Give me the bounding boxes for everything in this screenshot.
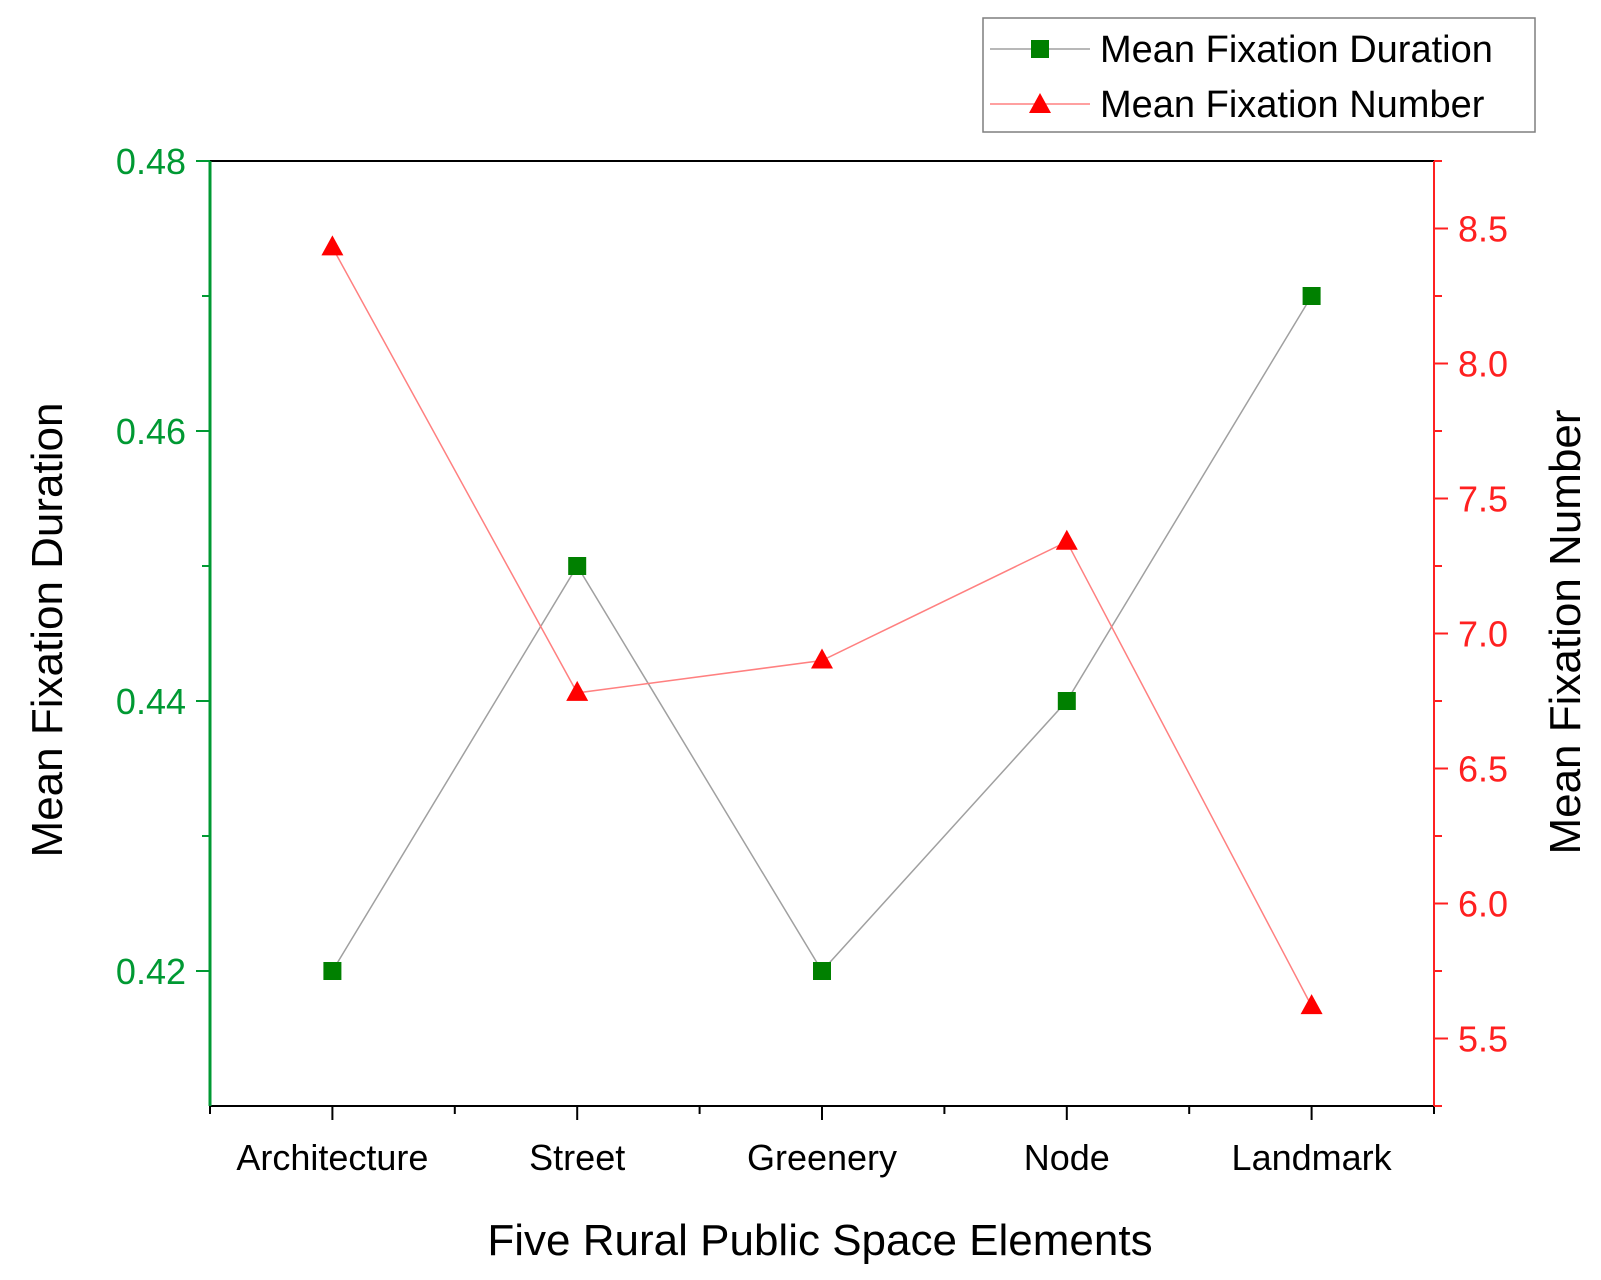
- x-tick-label: Landmark: [1232, 1137, 1393, 1178]
- y-right-tick-label: 6.0: [1458, 884, 1508, 925]
- y-right-tick-label: 8.5: [1458, 209, 1508, 250]
- legend-box: [982, 17, 1536, 133]
- legend: Mean Fixation Duration Mean Fixation Num…: [982, 17, 1536, 133]
- x-tick-label: Architecture: [236, 1137, 428, 1178]
- legend-number-marker: [1029, 93, 1051, 113]
- y-right-tick-label: 5.5: [1458, 1019, 1508, 1060]
- y-left-axis-title: Mean Fixation Duration: [23, 403, 72, 858]
- legend-number-label: Mean Fixation Number: [1100, 84, 1485, 126]
- y-right-tick-label: 6.5: [1458, 749, 1508, 790]
- duration-point: [1302, 287, 1321, 305]
- duration-point: [323, 962, 342, 980]
- number-point: [1055, 529, 1078, 550]
- series-layer: [321, 235, 1323, 1015]
- y-right-tick-label: 7.5: [1458, 479, 1508, 520]
- number-point: [1300, 994, 1323, 1015]
- legend-duration-label: Mean Fixation Duration: [1100, 29, 1493, 71]
- y-left-tick-label: 0.46: [116, 411, 186, 452]
- y-left-tick-label: 0.44: [116, 681, 186, 722]
- number-point: [566, 680, 589, 701]
- x-axis-title: Five Rural Public Space Elements: [487, 1216, 1152, 1265]
- y-right-tick-label: 7.0: [1458, 614, 1508, 655]
- axes: Architecture Street Greenery Node Landmark 0.…: [116, 141, 1508, 1178]
- y-left-tick-label: 0.48: [116, 141, 186, 182]
- x-tick-label: Greenery: [747, 1137, 897, 1178]
- x-tick-label: Street: [529, 1137, 625, 1178]
- legend-duration-marker: [1031, 40, 1049, 58]
- x-tick-label: Node: [1024, 1137, 1110, 1178]
- series-line-number: [331, 247, 1313, 1007]
- number-point: [321, 235, 344, 256]
- series-line-duration: [331, 295, 1313, 973]
- y-right-axis-title: Mean Fixation Number: [1541, 409, 1590, 854]
- y-left-tick-label: 0.42: [116, 951, 186, 992]
- y-right-tick-label: 8.0: [1458, 344, 1508, 385]
- duration-point: [1057, 692, 1076, 710]
- duration-point: [813, 962, 831, 980]
- number-point: [811, 648, 833, 669]
- duration-point: [568, 557, 587, 575]
